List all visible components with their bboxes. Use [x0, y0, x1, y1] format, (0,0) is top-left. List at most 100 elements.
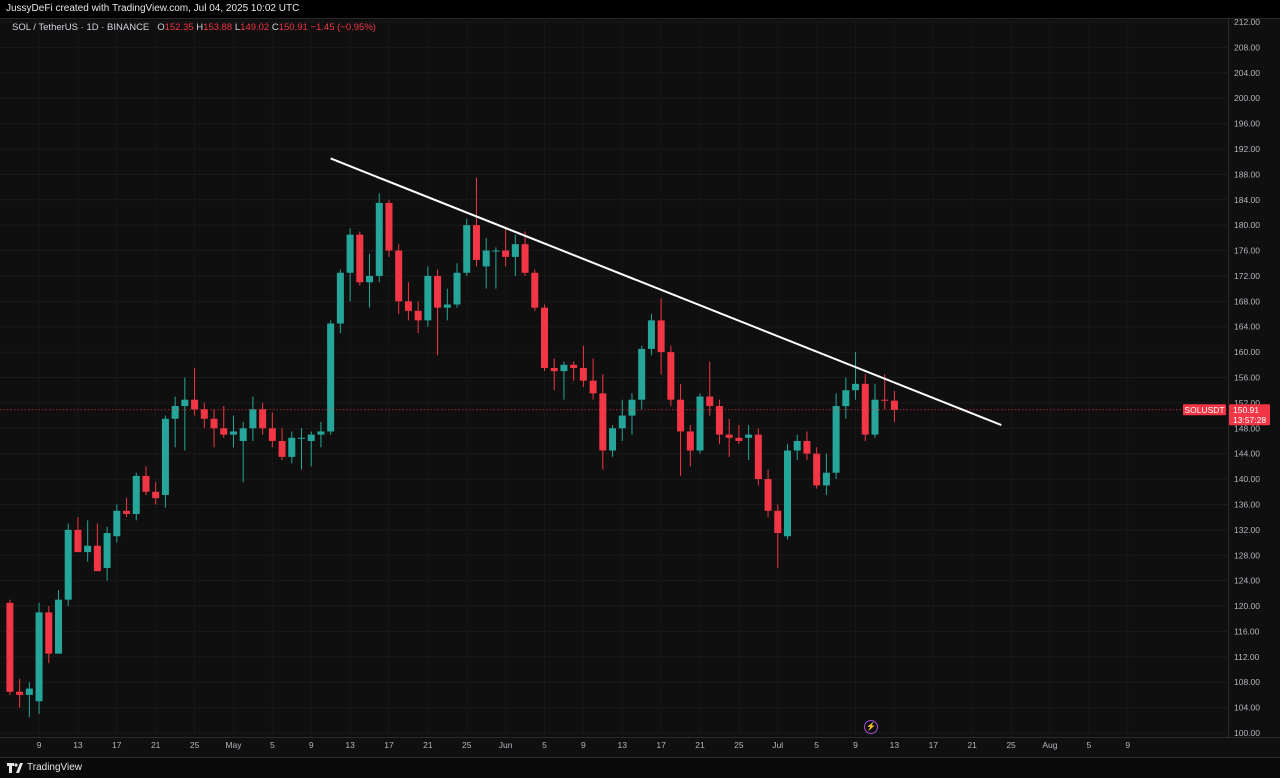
price-tick-label: 152.00 — [1234, 398, 1260, 408]
candle — [677, 383, 685, 476]
candle-body — [55, 599, 62, 654]
price-tick-label: 124.00 — [1234, 576, 1260, 586]
candle — [171, 396, 179, 448]
candle — [560, 361, 568, 400]
candle-body — [570, 364, 578, 368]
price-tick-label: 180.00 — [1234, 220, 1260, 230]
brand[interactable]: TradingView — [7, 762, 82, 773]
time-tick-label: 13 — [73, 740, 83, 750]
price-chart[interactable]: 212.00 208.00 204.00 200.00 196.00 192.00 188.… — [0, 18, 1280, 757]
time-tick-label: 5 — [814, 740, 819, 750]
price-tick-label: 132.00 — [1234, 525, 1260, 535]
candle — [609, 425, 617, 457]
time-tick-label: 9 — [853, 740, 858, 750]
candle-body — [599, 393, 607, 451]
candle — [191, 367, 199, 416]
candle-body — [385, 202, 393, 251]
candle-body — [472, 225, 480, 261]
high-value: 153.88 — [203, 22, 233, 33]
time-tick-label: 21 — [423, 740, 433, 750]
price-tick-label: 168.00 — [1234, 296, 1260, 306]
candle — [278, 428, 286, 461]
candle — [735, 425, 743, 445]
candle-body — [715, 406, 723, 435]
time-tick-label: 13 — [345, 740, 355, 750]
candle-body — [706, 396, 714, 407]
price-tick-label: 188.00 — [1234, 169, 1260, 179]
candle-body — [638, 348, 646, 400]
time-axis[interactable]: 9 13 17 21 25 May 5 9 13 17 21 25 Jun 5 9 13 17 21 25 Jul 5 9… — [37, 740, 1131, 750]
candle — [599, 374, 607, 470]
close-value: 150.91 — [278, 22, 308, 33]
time-tick-label: May — [225, 740, 242, 750]
price-axis[interactable]: 212.00 208.00 204.00 200.00 196.00 192.00 188.… — [1234, 18, 1260, 738]
candle — [366, 253, 374, 308]
candle — [570, 361, 578, 381]
price-tick-label: 176.00 — [1234, 246, 1260, 256]
candle — [84, 520, 92, 562]
time-tick-label: 5 — [1086, 740, 1091, 750]
candle — [531, 269, 539, 311]
symbol-legend: SOL / TetherUS · 1D · BINANCE O152.35 H1… — [12, 22, 376, 33]
candle-body — [677, 399, 685, 432]
candle-body — [239, 428, 247, 441]
trendline[interactable] — [330, 157, 1002, 427]
attribution-text: JussyDeFi created with TradingView.com, … — [6, 3, 300, 14]
candle-body — [531, 272, 539, 308]
price-tick-label: 140.00 — [1234, 474, 1260, 484]
time-tick-label: 21 — [695, 740, 705, 750]
candle-body — [453, 272, 461, 305]
candle — [852, 352, 860, 400]
candle-body — [317, 431, 325, 435]
symbol-name: SOL / TetherUS · 1D · BINANCE — [12, 22, 150, 33]
candles — [6, 177, 898, 718]
candle — [307, 431, 315, 467]
candle-body — [803, 440, 811, 454]
candle — [492, 247, 500, 289]
price-tick-label: 104.00 — [1234, 703, 1260, 713]
price-tick-label: 112.00 — [1234, 652, 1260, 662]
candle — [220, 406, 228, 438]
candle-body — [609, 428, 617, 451]
candle — [443, 288, 451, 321]
candle-body — [686, 431, 694, 451]
candle-body — [278, 440, 286, 457]
candle — [579, 345, 587, 388]
candle — [336, 269, 344, 334]
candle — [550, 358, 558, 391]
candle-body — [229, 431, 237, 435]
candle — [45, 606, 53, 664]
candle — [239, 421, 247, 483]
price-tick-label: 184.00 — [1234, 195, 1260, 205]
candle-body — [404, 301, 412, 311]
candle — [434, 269, 442, 356]
lightning-icon[interactable]: ⚡ — [864, 720, 878, 734]
candle-body — [784, 450, 791, 537]
candle-body — [463, 225, 471, 273]
low-label: L — [234, 22, 241, 33]
candle-body — [103, 533, 111, 568]
candle-body — [443, 304, 451, 308]
candle-body — [774, 510, 782, 534]
candle — [200, 402, 208, 429]
candle — [511, 234, 519, 276]
time-tick-label: 25 — [462, 740, 472, 750]
candle-body — [191, 399, 199, 410]
bottom-bar: TradingView — [0, 757, 1280, 778]
candle-body — [589, 380, 597, 394]
candle — [152, 482, 160, 505]
candle — [35, 602, 43, 714]
candle-body — [220, 428, 228, 435]
candle-body — [210, 418, 218, 429]
price-tick-label: 192.00 — [1234, 144, 1260, 154]
candle — [754, 428, 762, 486]
candle-body — [35, 612, 43, 702]
candle-body — [336, 272, 344, 324]
candle-body — [16, 691, 24, 695]
candle-body — [395, 250, 403, 302]
candle-body — [667, 352, 675, 400]
candle — [229, 415, 237, 448]
candle — [268, 412, 276, 448]
candle-body — [64, 529, 72, 600]
price-tick-label: 136.00 — [1234, 499, 1260, 509]
